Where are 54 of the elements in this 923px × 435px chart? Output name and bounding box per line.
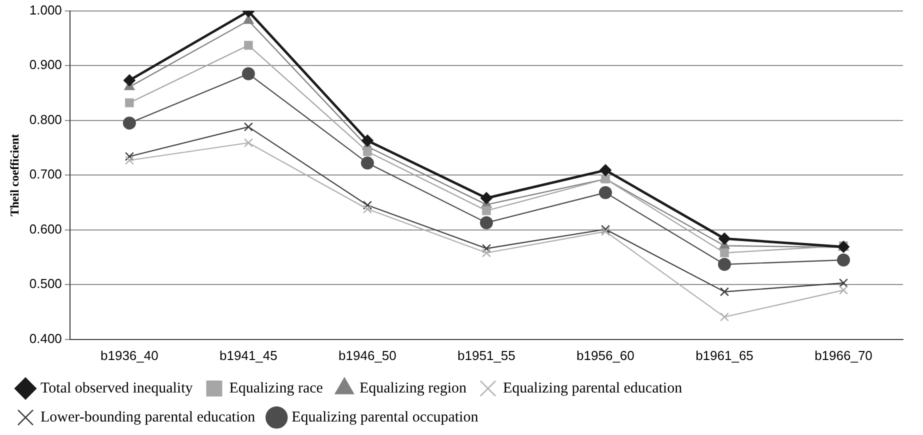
- point: [482, 248, 492, 258]
- x-tick-label: b1961_65: [696, 348, 754, 363]
- x-tick-label: b1956_60: [576, 348, 634, 363]
- point: [838, 286, 848, 295]
- point: [720, 312, 730, 322]
- point: [480, 192, 492, 204]
- point: [124, 152, 134, 162]
- point: [242, 67, 255, 80]
- point: [482, 244, 492, 254]
- y-tick-label: 0.700: [29, 166, 62, 182]
- point: [720, 287, 730, 296]
- x-tick-label: b1946_50: [338, 348, 396, 363]
- point: [482, 206, 491, 216]
- x-tick-label: b1936_40: [100, 348, 158, 363]
- y-tick-label: 0.900: [29, 57, 62, 72]
- legend-label: Total observed inequality: [40, 380, 194, 396]
- point: [600, 224, 610, 234]
- y-tick-label: 0.400: [29, 330, 62, 346]
- point: [124, 156, 134, 165]
- point: [360, 156, 374, 170]
- point: [362, 200, 372, 210]
- point: [601, 174, 610, 184]
- x-tick-label: b1966_70: [814, 348, 872, 363]
- legend-label: Equalizing parental education: [502, 380, 683, 396]
- legend-label: Lower-bounding parental education: [40, 409, 256, 426]
- y-tick-label: 1.000: [29, 2, 62, 18]
- x-tick-label: b1951_55: [458, 348, 516, 363]
- point: [838, 278, 848, 288]
- y-tick-label: 0.600: [29, 221, 62, 236]
- legend-label: Equalizing parental occupation: [292, 409, 479, 426]
- x-tick-label: b1941_45: [220, 348, 278, 363]
- y-tick-label: 0.500: [29, 276, 62, 292]
- point: [361, 134, 374, 147]
- point: [598, 186, 612, 200]
- point: [244, 40, 253, 50]
- point: [362, 204, 372, 214]
- point: [125, 98, 134, 108]
- y-tick-label: 0.800: [29, 112, 62, 127]
- point: [599, 164, 612, 176]
- point: [718, 258, 731, 271]
- y-axis-title: Theil coefficient: [7, 134, 22, 216]
- point: [600, 226, 610, 236]
- point: [718, 232, 730, 245]
- legend-label: Equalizing region: [359, 380, 467, 396]
- point: [363, 147, 372, 156]
- point: [244, 138, 253, 148]
- point: [122, 116, 136, 130]
- point: [244, 122, 253, 132]
- point: [480, 216, 493, 230]
- point: [836, 253, 850, 266]
- point: [123, 74, 136, 86]
- point: [720, 248, 729, 258]
- point: [243, 14, 254, 24]
- legend-label: Equalizing race: [229, 380, 324, 396]
